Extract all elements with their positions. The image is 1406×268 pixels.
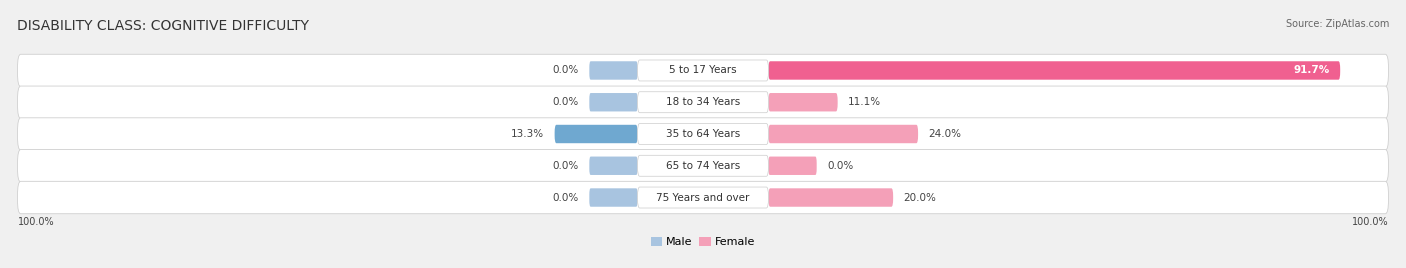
FancyBboxPatch shape [17,181,1389,214]
Text: 20.0%: 20.0% [904,192,936,203]
Text: 0.0%: 0.0% [553,97,579,107]
Text: 0.0%: 0.0% [827,161,853,171]
FancyBboxPatch shape [769,188,893,207]
Text: 0.0%: 0.0% [553,161,579,171]
Text: 65 to 74 Years: 65 to 74 Years [666,161,740,171]
Text: 11.1%: 11.1% [848,97,882,107]
FancyBboxPatch shape [769,125,918,143]
FancyBboxPatch shape [637,187,769,208]
Text: 91.7%: 91.7% [1294,65,1330,76]
Text: 13.3%: 13.3% [512,129,544,139]
Text: 24.0%: 24.0% [928,129,962,139]
FancyBboxPatch shape [17,86,1389,118]
Legend: Male, Female: Male, Female [647,233,759,252]
FancyBboxPatch shape [554,125,637,143]
FancyBboxPatch shape [769,93,838,111]
Text: 18 to 34 Years: 18 to 34 Years [666,97,740,107]
Text: 100.0%: 100.0% [1353,217,1389,227]
Text: DISABILITY CLASS: COGNITIVE DIFFICULTY: DISABILITY CLASS: COGNITIVE DIFFICULTY [17,19,309,33]
FancyBboxPatch shape [589,157,637,175]
Text: Source: ZipAtlas.com: Source: ZipAtlas.com [1285,19,1389,29]
FancyBboxPatch shape [769,157,817,175]
Text: 100.0%: 100.0% [17,217,53,227]
FancyBboxPatch shape [589,93,637,111]
FancyBboxPatch shape [769,61,1340,80]
FancyBboxPatch shape [589,61,637,80]
Text: 5 to 17 Years: 5 to 17 Years [669,65,737,76]
FancyBboxPatch shape [637,60,769,81]
FancyBboxPatch shape [637,92,769,113]
Text: 0.0%: 0.0% [553,192,579,203]
FancyBboxPatch shape [637,155,769,176]
FancyBboxPatch shape [17,118,1389,150]
Text: 0.0%: 0.0% [553,65,579,76]
Text: 75 Years and over: 75 Years and over [657,192,749,203]
FancyBboxPatch shape [589,188,637,207]
FancyBboxPatch shape [17,150,1389,182]
FancyBboxPatch shape [637,124,769,144]
Text: 35 to 64 Years: 35 to 64 Years [666,129,740,139]
FancyBboxPatch shape [17,54,1389,87]
